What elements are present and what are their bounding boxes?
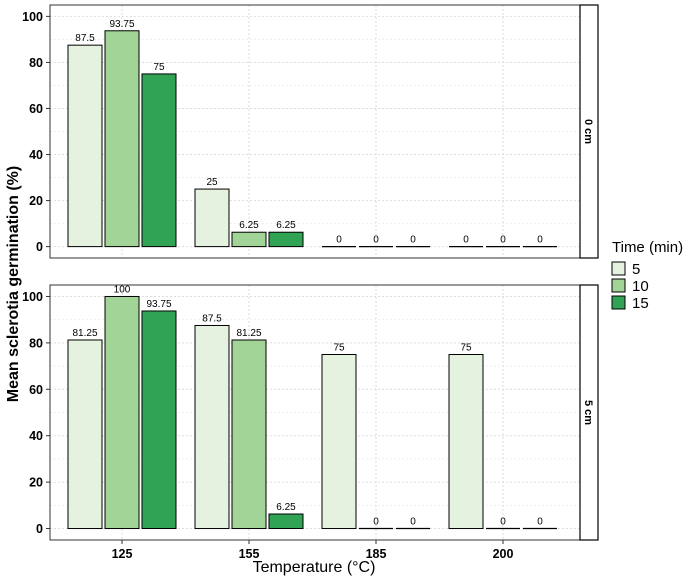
bar-10-155: [231, 231, 267, 248]
legend-key-15: [611, 295, 626, 310]
legend-label-5: 5: [632, 261, 640, 278]
x-axis: 125 155 185 200: [112, 540, 514, 561]
bar-5-155: [194, 324, 230, 530]
panel-0: 87.5 25 0 0 93.75 6.25 0 0 75 6.25 0 0 0 20 40 60 80 100 0…: [22, 4, 599, 259]
data-label: 0: [373, 235, 379, 246]
data-label: 81.25: [72, 328, 97, 339]
bar-15-125: [141, 73, 177, 248]
x-tick-label: 125: [112, 547, 133, 561]
y-tick-label: 20: [29, 194, 43, 208]
data-label: 0: [410, 517, 416, 528]
bar-15-155: [268, 513, 304, 530]
facet-strip: [579, 4, 599, 259]
bar-5-185: [321, 353, 357, 530]
y-tick-label: 100: [22, 290, 43, 304]
data-label: 25: [206, 177, 218, 188]
data-label: 81.25: [236, 328, 261, 339]
x-tick-label: 200: [493, 547, 514, 561]
y-tick-label: 60: [29, 383, 43, 397]
data-label: 0: [336, 235, 342, 246]
legend-label-10: 10: [632, 278, 649, 295]
chart-panels: 87.5 25 0 0 93.75 6.25 0 0 75 6.25 0 0 0 20 40 60 80 100 0…: [22, 4, 599, 541]
legend-key-5: [611, 261, 626, 276]
data-label: 0: [500, 235, 506, 246]
data-label: 0: [537, 517, 543, 528]
data-label: 0: [410, 235, 416, 246]
bar-5-155: [194, 188, 230, 248]
y-axis-title: Mean sclerotia germination (%): [5, 166, 22, 403]
y-tick-label: 0: [36, 240, 43, 254]
data-label: 100: [114, 284, 131, 295]
y-tick-label: 0: [36, 522, 43, 536]
bar-10-125: [104, 295, 140, 530]
data-label: 87.5: [75, 33, 95, 44]
bar-15-155: [268, 231, 304, 248]
legend-label-15: 15: [632, 295, 649, 312]
x-axis-title: Temperature (°C): [253, 559, 376, 576]
data-label: 93.75: [146, 299, 171, 310]
data-label: 0: [537, 235, 543, 246]
data-label: 75: [333, 342, 345, 353]
facet-strip-label: 5 cm: [582, 400, 594, 425]
data-label: 0: [500, 517, 506, 528]
data-label: 75: [460, 342, 472, 353]
legend-title: Time (min): [612, 239, 683, 256]
y-tick-label: 40: [29, 148, 43, 162]
bar-5-200: [448, 353, 484, 530]
x-tick-label: 185: [366, 547, 387, 561]
x-tick-label: 155: [239, 547, 260, 561]
data-label: 6.25: [276, 220, 296, 231]
panel-1: 81.25 87.5 75 75 100 81.25 0 0 93.75 6.25 0 0 0 20 40 6…: [22, 284, 599, 541]
data-label: 6.25: [276, 502, 296, 513]
data-label: 87.5: [202, 313, 222, 324]
data-label: 6.25: [239, 220, 259, 231]
bar-10-155: [231, 339, 267, 530]
y-tick-label: 80: [29, 56, 43, 70]
bar-5-125: [67, 44, 103, 248]
bar-5-125: [67, 339, 103, 530]
data-label: 75: [153, 62, 165, 73]
data-label: 0: [373, 517, 379, 528]
y-tick-label: 60: [29, 102, 43, 116]
facet-strip: [579, 284, 599, 541]
data-label: 0: [463, 235, 469, 246]
data-label: 93.75: [109, 19, 134, 30]
bar-15-125: [141, 310, 177, 530]
y-tick-label: 80: [29, 336, 43, 350]
y-tick-label: 40: [29, 429, 43, 443]
y-tick-label: 100: [22, 10, 43, 24]
bar-10-125: [104, 30, 140, 248]
facet-strip-label: 0 cm: [582, 119, 594, 144]
y-tick-label: 20: [29, 476, 43, 490]
legend-key-10: [611, 278, 626, 293]
